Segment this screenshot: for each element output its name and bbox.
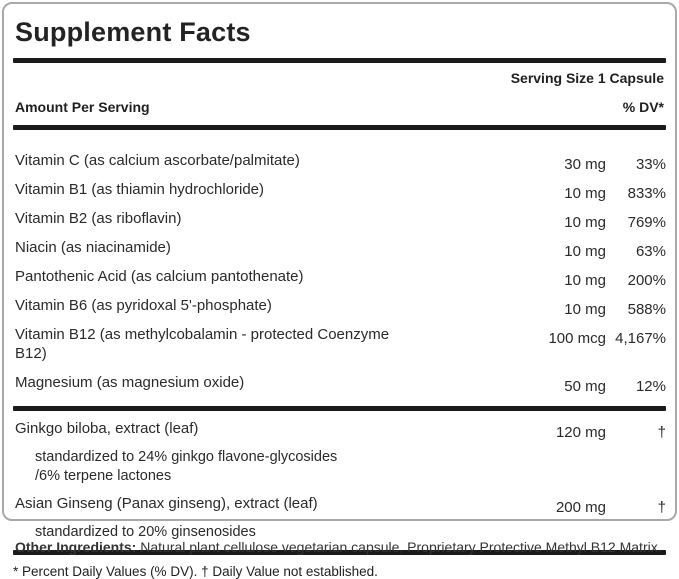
thick-rule-botanicals	[13, 406, 666, 411]
nutrient-amount: 100 mcg	[548, 330, 606, 347]
botanical-amount: 120 mg	[555, 424, 606, 441]
nutrient-dv: 769%	[627, 214, 666, 231]
nutrient-row-pantothenic-acid: Pantothenic Acid (as calcium pantothenat…	[15, 267, 666, 289]
nutrient-name: Vitamin B1 (as thiamin hydrochloride)	[15, 181, 265, 198]
thick-rule-bottom	[13, 550, 666, 555]
thick-rule-top	[13, 58, 666, 63]
nutrient-rows: Vitamin C (as calcium ascorbate/palmitat…	[13, 151, 666, 395]
other-ingredients-label: Other Ingredients:	[15, 539, 137, 555]
nutrient-dv: 200%	[627, 272, 666, 289]
nutrient-amount: 10 mg	[564, 185, 606, 202]
nutrient-row-vitamin-b6: Vitamin B6 (as pyridoxal 5'-phosphate) 1…	[15, 296, 666, 318]
nutrient-amount: 50 mg	[564, 378, 606, 395]
nutrient-amount: 10 mg	[564, 301, 606, 318]
daily-value-footnote: * Percent Daily Values (% DV). † Daily V…	[13, 564, 378, 579]
nutrient-name: Vitamin B2 (as riboflavin)	[15, 210, 182, 227]
nutrient-dv: 4,167%	[615, 330, 666, 347]
nutrient-row-vitamin-c: Vitamin C (as calcium ascorbate/palmitat…	[15, 151, 666, 173]
other-ingredients: Other Ingredients: Natural plant cellulo…	[15, 536, 665, 558]
nutrient-dv: 63%	[635, 243, 666, 260]
nutrient-dv: 588%	[627, 301, 666, 318]
nutrient-amount: 10 mg	[564, 272, 606, 289]
nutrient-row-vitamin-b1: Vitamin B1 (as thiamin hydrochloride) 10…	[15, 180, 666, 202]
botanical-dv-dagger: †	[657, 499, 666, 516]
botanical-standardization-ginseng: standardized to 20% ginsenosides	[35, 524, 256, 540]
serving-size: Serving Size 1 Capsule	[510, 70, 664, 86]
nutrient-name: Niacin (as niacinamide)	[15, 239, 171, 256]
nutrient-name: Vitamin B12 (as methylcobalamin - protec…	[15, 326, 390, 362]
nutrient-dv: 12%	[635, 378, 666, 395]
nutrient-dv: 33%	[635, 156, 666, 173]
nutrient-name: Vitamin C (as calcium ascorbate/palmitat…	[15, 152, 300, 169]
panel-title: Supplement Facts	[15, 17, 251, 47]
percent-dv-header: % DV*	[622, 99, 664, 115]
nutrient-name: Vitamin B6 (as pyridoxal 5'-phosphate)	[15, 297, 272, 314]
nutrient-name: Pantothenic Acid (as calcium pantothenat…	[15, 268, 304, 285]
botanical-row-ginkgo: Ginkgo biloba, extract (leaf) 120 mg †	[15, 419, 666, 441]
column-header-row: Amount Per Serving % DV*	[15, 99, 664, 115]
botanical-row-ginseng: Asian Ginseng (Panax ginseng), extract (…	[15, 494, 666, 516]
botanical-name: Ginkgo biloba, extract (leaf)	[15, 420, 199, 437]
thick-rule-header	[13, 125, 666, 130]
amount-per-serving-header: Amount Per Serving	[15, 99, 150, 115]
botanical-dv-dagger: †	[657, 424, 666, 441]
nutrient-row-vitamin-b12: Vitamin B12 (as methylcobalamin - protec…	[15, 325, 666, 363]
nutrient-row-vitamin-b2: Vitamin B2 (as riboflavin) 10 mg 769%	[15, 209, 666, 231]
nutrient-name: Magnesium (as magnesium oxide)	[15, 374, 245, 391]
nutrient-amount: 10 mg	[564, 214, 606, 231]
nutrient-amount: 30 mg	[564, 156, 606, 173]
other-ingredients-text: Natural plant cellulose vegetarian capsu…	[136, 539, 662, 555]
botanical-rows: Ginkgo biloba, extract (leaf) 120 mg † s…	[13, 419, 666, 542]
botanical-amount: 200 mg	[555, 499, 606, 516]
nutrient-amount: 10 mg	[564, 243, 606, 260]
nutrient-row-magnesium: Magnesium (as magnesium oxide) 50 mg 12%	[15, 373, 666, 395]
botanical-standardization-ginkgo: standardized to 24% ginkgo flavone-glyco…	[35, 449, 338, 484]
botanical-name: Asian Ginseng (Panax ginseng), extract (…	[15, 495, 318, 512]
nutrient-row-niacin: Niacin (as niacinamide) 10 mg 63%	[15, 238, 666, 260]
nutrient-dv: 833%	[627, 185, 666, 202]
